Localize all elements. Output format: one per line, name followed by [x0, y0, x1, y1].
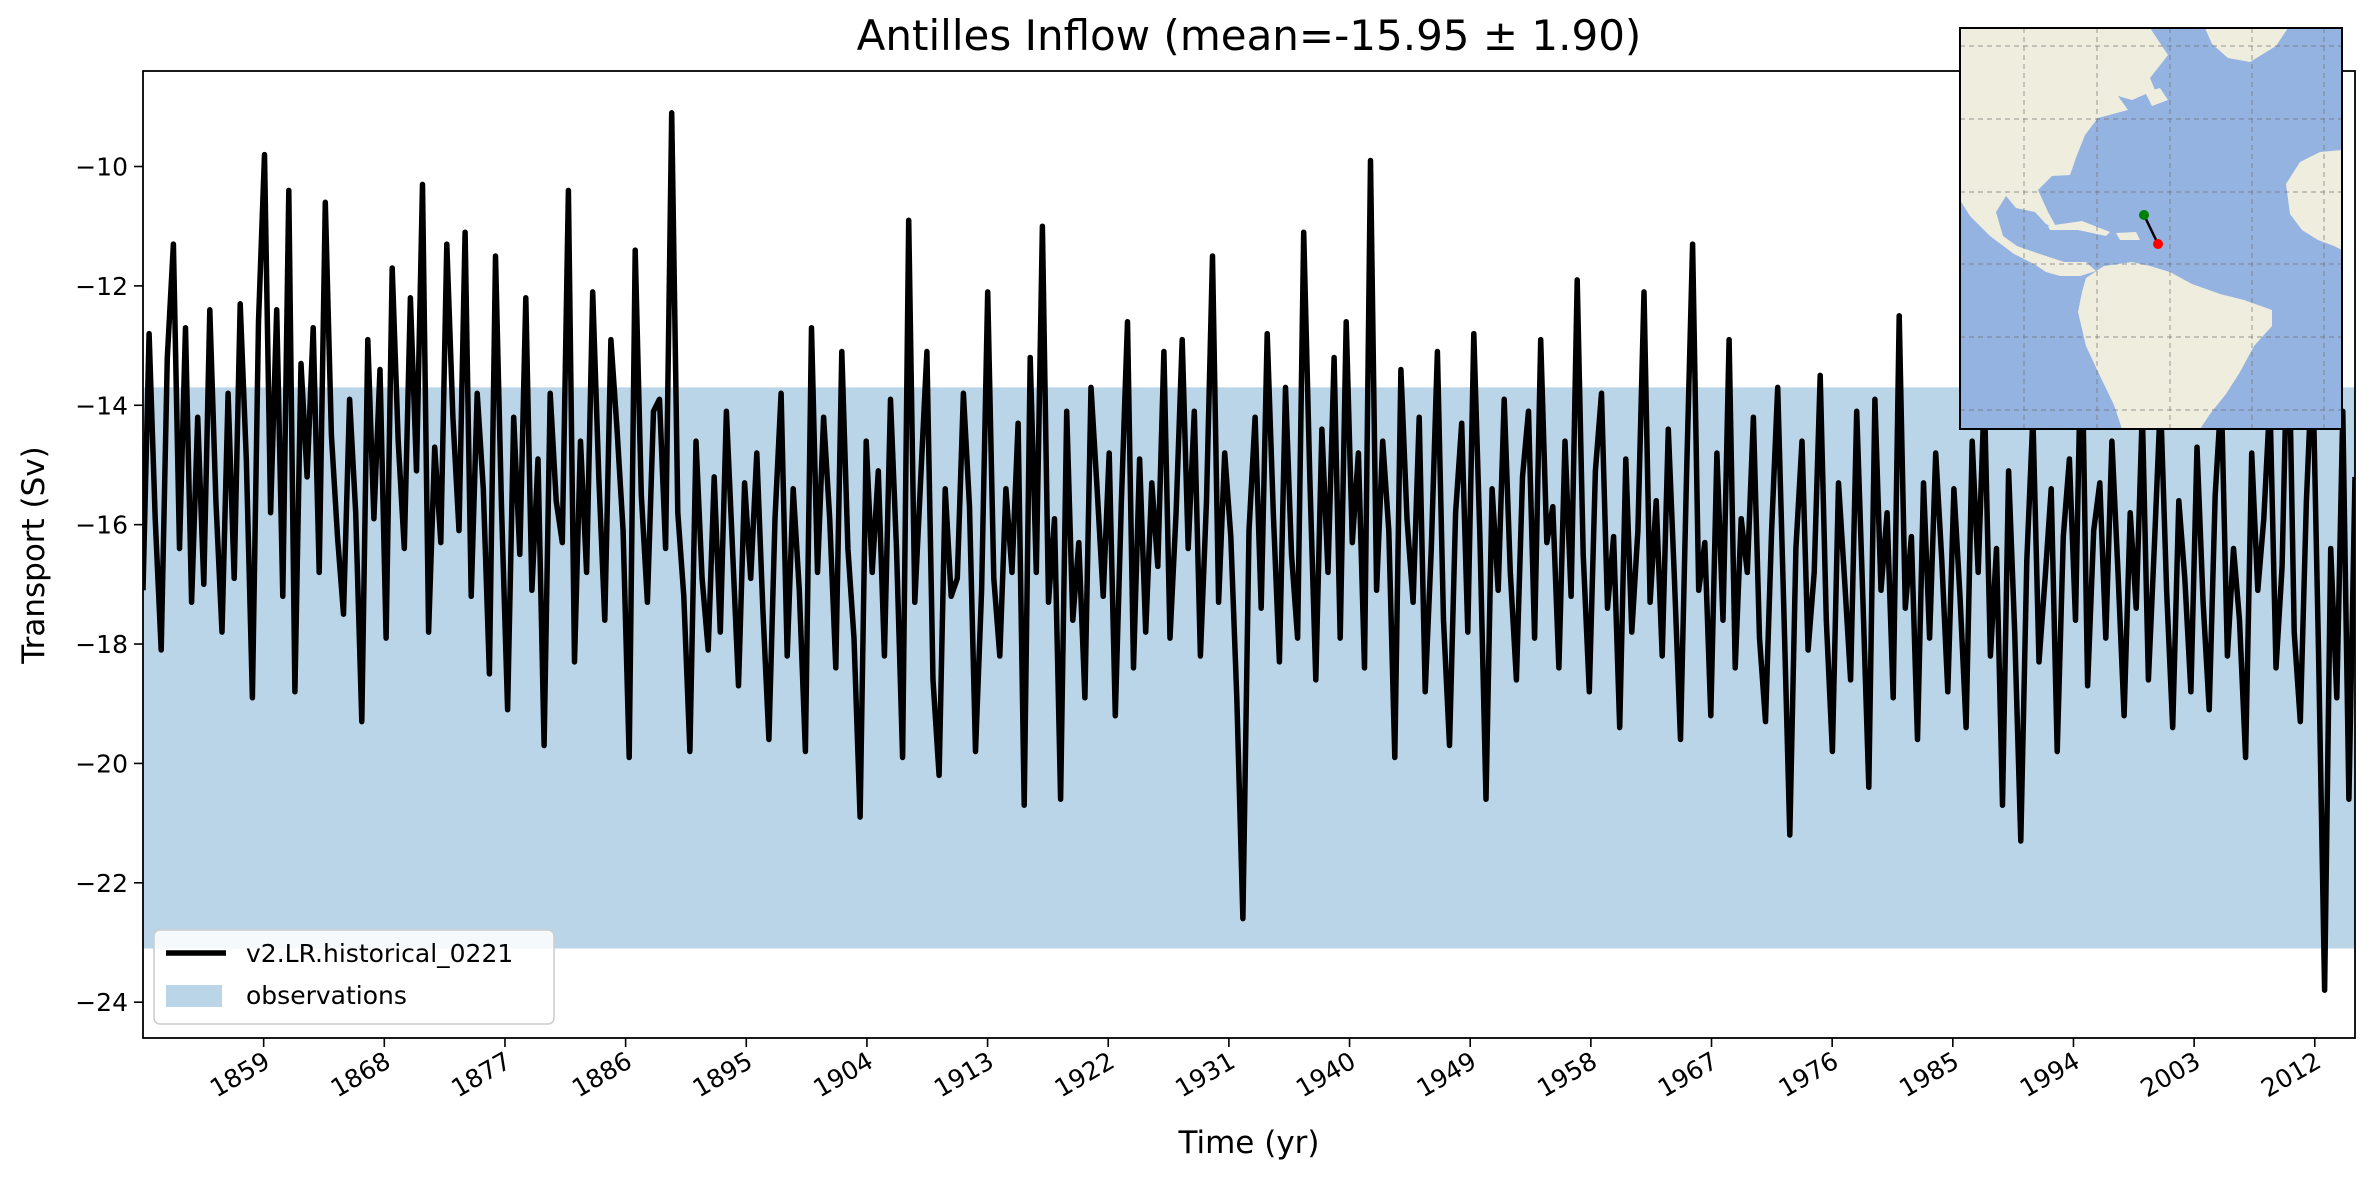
cuba-land [2048, 221, 2110, 236]
x-tick-label: 1877 [446, 1046, 516, 1103]
x-axis: 1859 1868 1877 1886 1895 1904 1913 1922 1931 1940… [205, 1038, 2326, 1103]
x-tick-label: 1949 [1412, 1046, 1482, 1103]
plot-frame [142, 70, 2356, 1039]
chart-title: Antilles Inflow (mean=-15.95 ± 1.90) [857, 11, 1642, 60]
y-tick-label: −12 [75, 272, 128, 301]
inset-map [1959, 27, 2343, 430]
legend-label-observations: observations [246, 981, 407, 1010]
series-line-v2-LR-historical-0221 [143, 110, 2355, 993]
legend-box [153, 929, 555, 1025]
x-tick-label: 1868 [326, 1046, 396, 1103]
x-tick-label: 2012 [2256, 1046, 2326, 1103]
y-axis-label: Transport (Sv) [16, 446, 52, 665]
y-tick-label: −22 [75, 869, 128, 898]
y-tick-label: −16 [75, 511, 128, 540]
y-tick-label: −20 [75, 749, 128, 778]
y-axis: −24 −22 −20 −18 −16 −14 −12 −10 [75, 153, 143, 1017]
x-tick-label: 1994 [2015, 1046, 2085, 1103]
newfoundland-land [2145, 88, 2168, 106]
x-tick-label: 1940 [1291, 1046, 1361, 1103]
greenland-land [2205, 28, 2288, 62]
x-tick-label: 1886 [567, 1046, 637, 1103]
x-tick-label: 1967 [1653, 1046, 1723, 1103]
legend-band-swatch [166, 985, 222, 1007]
map-graticule [1960, 28, 2342, 429]
hispaniola-land [2116, 232, 2140, 240]
x-tick-label: 1895 [688, 1046, 758, 1103]
section-end-point [2153, 239, 2163, 249]
section-start-point [2139, 210, 2149, 220]
africa-land [2286, 150, 2342, 250]
map-frame [1959, 27, 2343, 430]
y-tick-label: −18 [75, 630, 128, 659]
x-tick-label: 1913 [929, 1046, 999, 1103]
north-america-land [1960, 28, 2168, 276]
plot-area [143, 110, 2355, 993]
legend: v2.LR.historical_0221 observations [153, 929, 555, 1025]
x-tick-label: 1976 [1774, 1046, 1844, 1103]
section-line [2142, 214, 2160, 245]
y-tick-label: −24 [75, 988, 128, 1017]
y-tick-label: −10 [75, 153, 128, 182]
x-tick-label: 1958 [1532, 1046, 1602, 1103]
legend-label-series: v2.LR.historical_0221 [246, 939, 513, 968]
x-axis-label: Time (yr) [1178, 1125, 1320, 1161]
south-america-land [2078, 262, 2272, 429]
x-tick-label: 2003 [2136, 1046, 2206, 1103]
x-tick-label: 1859 [205, 1046, 275, 1103]
x-tick-label: 1931 [1170, 1046, 1240, 1103]
x-tick-label: 1904 [808, 1046, 878, 1103]
y-tick-label: −14 [75, 391, 128, 420]
map-land [1960, 28, 2342, 429]
x-tick-label: 1985 [1894, 1046, 1964, 1103]
x-tick-label: 1922 [1050, 1046, 1120, 1103]
